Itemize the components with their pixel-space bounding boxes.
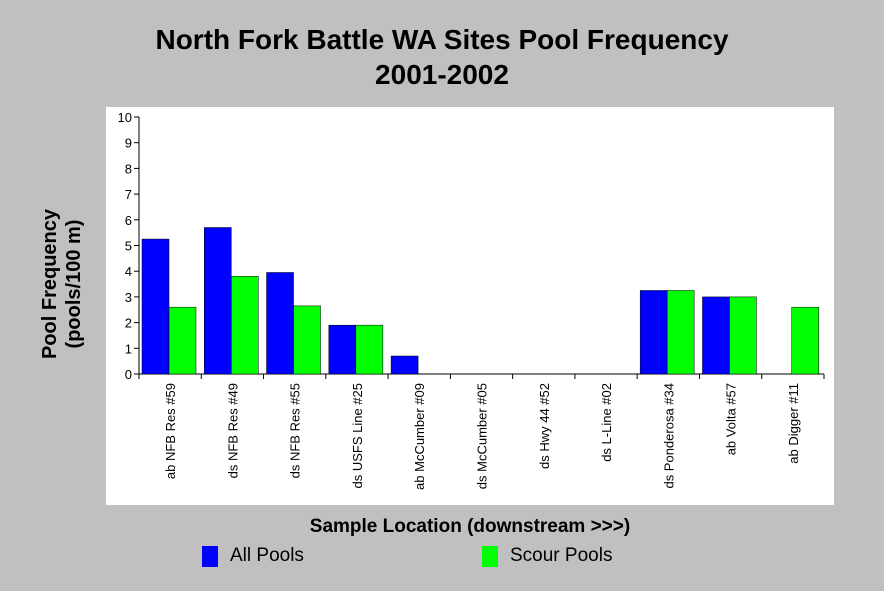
legend-label-scour-pools: Scour Pools bbox=[510, 545, 613, 566]
x-tick-label: ds L-Line #02 bbox=[599, 383, 614, 462]
y-tick-label: 2 bbox=[125, 316, 132, 331]
bar-scour-pools bbox=[791, 306, 819, 375]
bar-all-pools bbox=[204, 227, 232, 375]
legend-item-scour-pools: Scour Pools bbox=[482, 545, 612, 567]
y-tick-label: 8 bbox=[125, 161, 132, 176]
x-tick-label: ds NFB Res #55 bbox=[288, 383, 303, 478]
x-tick-label: ab Volta #57 bbox=[724, 383, 739, 455]
y-tick-label: 1 bbox=[125, 341, 132, 356]
y-axis-title-line2: (pools/100 m) bbox=[63, 220, 85, 349]
y-tick-label: 3 bbox=[125, 290, 132, 305]
bar-scour-pools bbox=[231, 276, 259, 375]
bar-scour-pools bbox=[293, 305, 321, 375]
x-tick-label: ds Ponderosa #34 bbox=[661, 383, 676, 489]
bar-scour-pools bbox=[355, 324, 384, 375]
bar-scour-pools bbox=[666, 290, 695, 375]
y-tick-label: 7 bbox=[125, 187, 132, 202]
chart-subtitle: 2001-2002 bbox=[375, 59, 509, 90]
bar-all-pools bbox=[702, 296, 730, 375]
legend-swatch-scour-pools bbox=[482, 545, 498, 567]
y-tick-label: 4 bbox=[125, 264, 132, 279]
bar-all-pools bbox=[328, 324, 357, 375]
x-tick-label: ds McCumber #05 bbox=[475, 383, 490, 489]
x-tick-label: ds USFS Line #25 bbox=[350, 383, 365, 489]
bar-scour-pools bbox=[168, 306, 197, 375]
x-axis-title: Sample Location (downstream >>>) bbox=[309, 516, 631, 537]
bar-scour-pools bbox=[729, 296, 757, 375]
legend-label-all-pools: All Pools bbox=[230, 545, 304, 566]
x-tick-label: ab Digger #11 bbox=[786, 383, 801, 464]
chart-title: North Fork Battle WA Sites Pool Frequenc… bbox=[155, 24, 729, 55]
x-tick-label: ab NFB Res #59 bbox=[163, 383, 178, 479]
x-tick-label: ds NFB Res #49 bbox=[225, 383, 240, 478]
y-tick-label: 9 bbox=[125, 136, 132, 151]
bar-all-pools bbox=[639, 290, 668, 375]
y-tick-label: 0 bbox=[125, 367, 132, 382]
x-tick-label: ab McCumber #09 bbox=[412, 383, 427, 490]
y-tick-label: 10 bbox=[118, 110, 132, 125]
y-tick-label: 6 bbox=[125, 213, 132, 228]
legend-item-all-pools: All Pools bbox=[202, 545, 304, 567]
bar-all-pools bbox=[266, 272, 294, 375]
bar-all-pools bbox=[390, 355, 419, 375]
x-tick-label: ds Hwy 44 #52 bbox=[537, 383, 552, 469]
legend-swatch-all-pools bbox=[202, 545, 218, 567]
y-tick-label: 5 bbox=[125, 239, 132, 254]
y-axis-title-line1: Pool Frequency bbox=[39, 208, 61, 359]
bar-all-pools bbox=[141, 238, 170, 375]
